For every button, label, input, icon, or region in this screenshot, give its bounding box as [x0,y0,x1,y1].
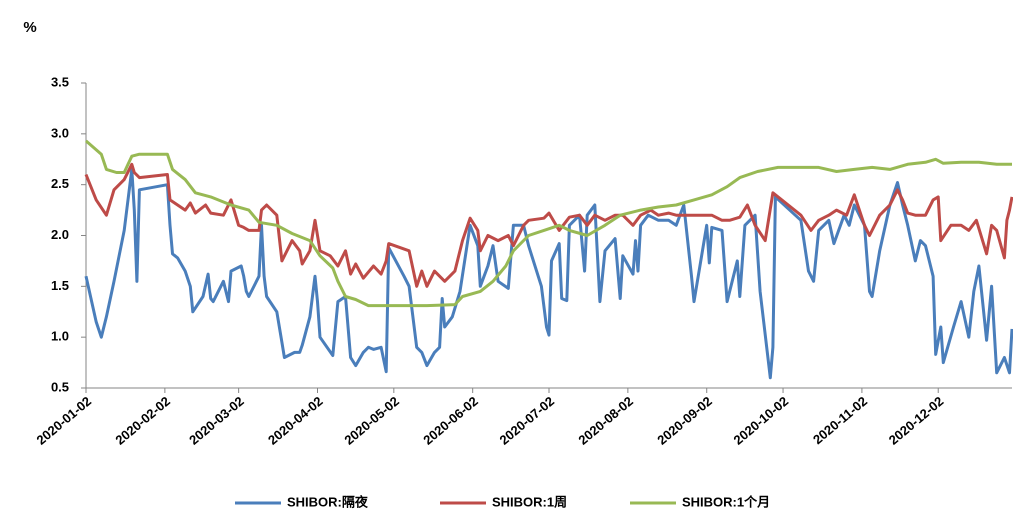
x-tick-label: 2020-11-02 [810,393,870,447]
y-axis-label: % [23,19,36,36]
x-tick-label: 2020-02-02 [112,393,173,447]
y-tick-label: 2.0 [51,227,69,242]
x-tick-label: 2020-03-02 [186,393,247,447]
x-tick-label: 2020-04-02 [265,393,326,447]
y-tick-label: 3.0 [51,125,69,140]
x-tick-label: 2020-05-02 [341,393,402,447]
y-tick-label: 3.5 [51,74,69,89]
x-tick-label: 2020-10-02 [731,393,792,447]
x-tick-label: 2020-12-02 [886,393,947,447]
x-tick-label: 2020-07-02 [497,393,558,447]
legend-label: SHIBOR:1个月 [682,494,770,509]
series-line [84,162,1013,288]
legend-label: SHIBOR:1周 [492,494,567,509]
series-line [84,167,1013,380]
y-tick-label: 1.5 [51,278,69,293]
x-tick-label: 2020-08-02 [575,393,636,447]
legend-label: SHIBOR:隔夜 [287,494,369,509]
x-tick-label: 2020-06-02 [420,393,481,447]
x-tick-label: 2020-01-02 [34,393,95,447]
x-tick-label: 2020-09-02 [654,393,715,447]
y-tick-label: 0.5 [51,379,69,394]
y-tick-label: 1.0 [51,329,69,344]
series-line [85,139,1012,308]
y-tick-label: 2.5 [51,176,69,191]
